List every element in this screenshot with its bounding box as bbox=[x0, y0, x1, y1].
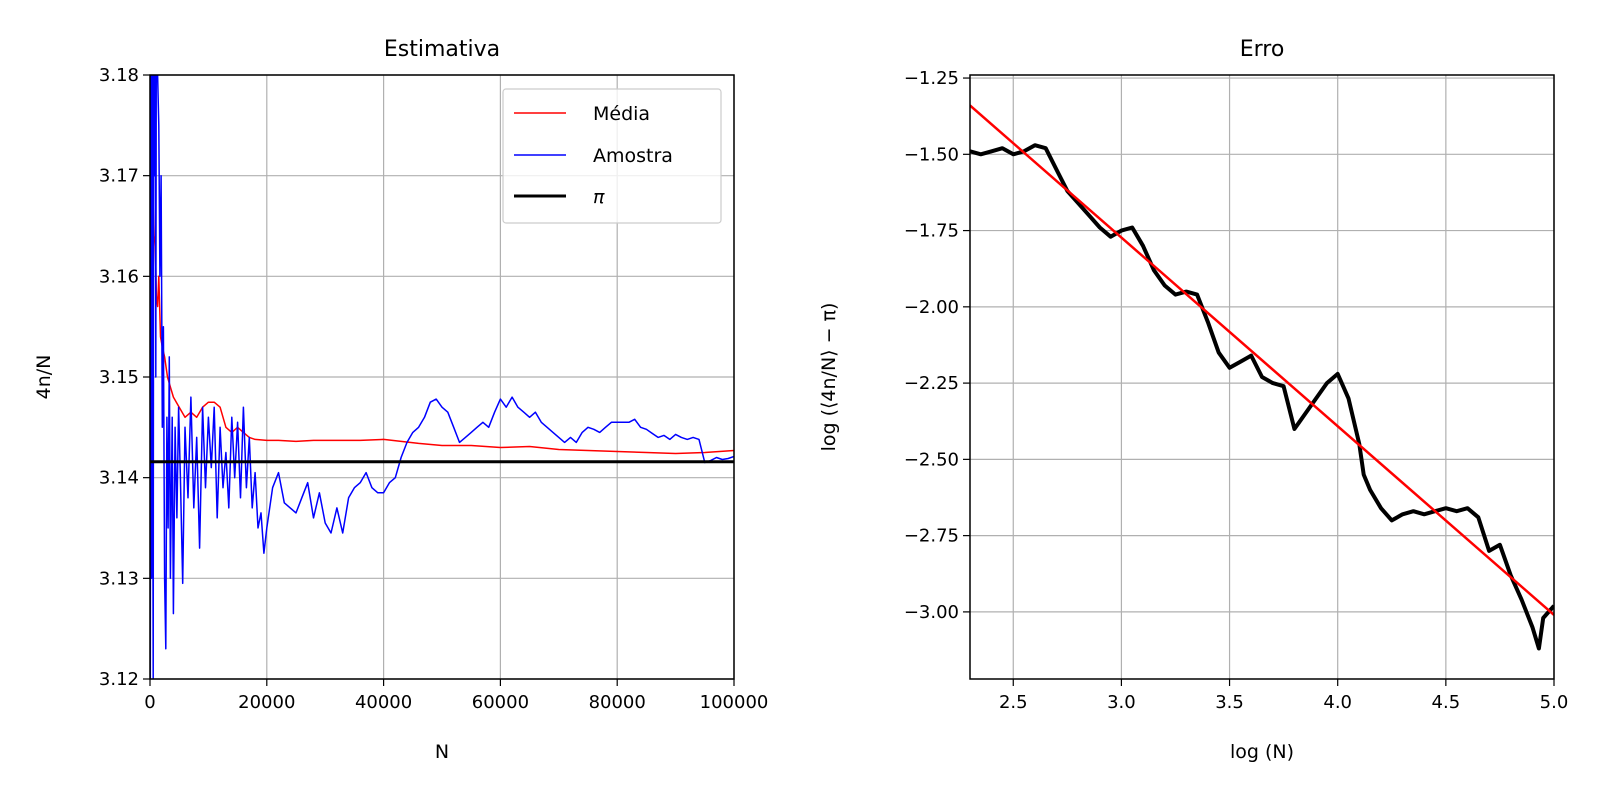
series-line-erro bbox=[970, 143, 1554, 651]
x-tick-label: 3.0 bbox=[1107, 692, 1136, 713]
y-tick-label: −2.25 bbox=[904, 373, 959, 394]
y-tick-label: 3.15 bbox=[99, 367, 139, 388]
legend-box bbox=[502, 88, 722, 224]
chart-estimativa: 0 20000 40000 60000 80000 100000 3.12 3.13 3.14… bbox=[33, 37, 768, 763]
series-line-Amostra bbox=[150, 75, 734, 679]
y-tick-label: 3.18 bbox=[99, 65, 139, 86]
yaxis-estimativa: 3.12 3.13 3.14 3.15 3.16 3.17 3.18 bbox=[99, 65, 150, 690]
y-tick-label: −1.25 bbox=[904, 68, 959, 89]
y-tick-label: −1.75 bbox=[904, 221, 959, 242]
x-tick-label: 2.5 bbox=[999, 692, 1028, 713]
legend-label-pi: π bbox=[593, 186, 605, 208]
yaxis-erro: −1.25 −1.50 −1.75 −2.00 −2.25 −2.50 −2.75 −3.00 bbox=[904, 68, 970, 623]
legend: Média Amostra π bbox=[502, 88, 722, 224]
chart-title: Estimativa bbox=[384, 37, 500, 62]
series-erro bbox=[970, 104, 1554, 651]
series-estimativa bbox=[150, 75, 734, 679]
y-tick-label: 3.17 bbox=[99, 166, 139, 187]
x-axis-label: N bbox=[435, 741, 449, 763]
y-axis-label: log (⟨4n/N⟩ − π) bbox=[818, 303, 840, 452]
x-tick-label: 3.5 bbox=[1215, 692, 1244, 713]
legend-label-amostra: Amostra bbox=[593, 145, 673, 167]
chart-erro: 2.5 3.0 3.5 4.0 4.5 5.0 −1.25−1.50−1.75−2.00−… bbox=[818, 37, 1568, 763]
y-axis-label: 4n/N bbox=[33, 355, 55, 400]
y-tick-label: 3.16 bbox=[99, 266, 139, 287]
x-tick-label: 4.0 bbox=[1323, 692, 1352, 713]
axes-frame-erro bbox=[969, 74, 1555, 680]
y-tick-label: 3.13 bbox=[99, 568, 139, 589]
x-tick-label: 60000 bbox=[472, 692, 529, 713]
y-tick-label: 3.14 bbox=[99, 468, 139, 489]
y-tick-label: −1.50 bbox=[904, 144, 959, 165]
x-tick-label: 4.5 bbox=[1432, 692, 1461, 713]
x-tick-label: 80000 bbox=[589, 692, 646, 713]
y-tick-label: −2.00 bbox=[904, 297, 959, 318]
grid-erro bbox=[970, 75, 1555, 679]
x-tick-label: 100000 bbox=[700, 692, 769, 713]
xaxis-erro: 2.5 3.0 3.5 4.0 4.5 5.0 bbox=[999, 679, 1568, 713]
y-tick-label: −2.50 bbox=[904, 449, 959, 470]
x-tick-label: 0 bbox=[144, 692, 155, 713]
y-tick-label: −3.00 bbox=[904, 602, 959, 623]
x-tick-label: 20000 bbox=[238, 692, 295, 713]
y-tick-label: 3.12 bbox=[99, 669, 139, 690]
x-axis-label: log (N) bbox=[1230, 741, 1294, 763]
chart-title: Erro bbox=[1240, 37, 1285, 62]
xaxis-estimativa: 0 20000 40000 60000 80000 100000 bbox=[144, 679, 768, 713]
legend-label-media: Média bbox=[593, 103, 650, 125]
y-tick-label: −2.75 bbox=[904, 526, 959, 547]
series-line-ajuste bbox=[970, 104, 1554, 616]
x-tick-label: 40000 bbox=[355, 692, 412, 713]
x-tick-label: 5.0 bbox=[1540, 692, 1569, 713]
